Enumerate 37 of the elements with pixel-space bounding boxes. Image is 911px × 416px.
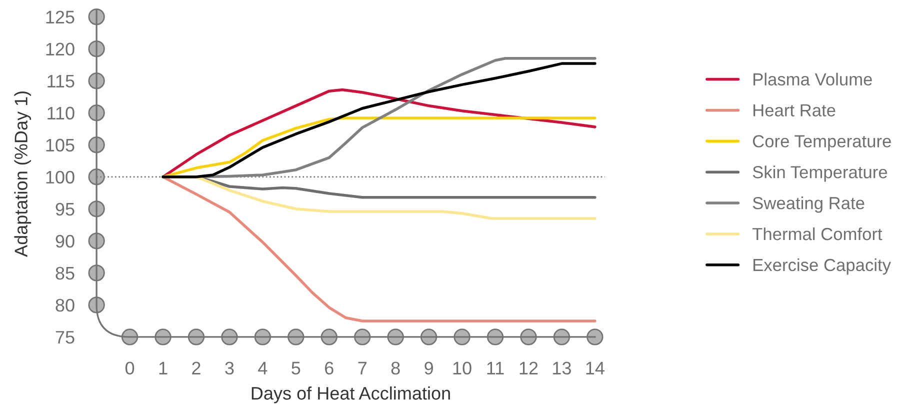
x-axis-title: Days of Heat Acclimation bbox=[252, 386, 450, 404]
y-tick-label: 100 bbox=[46, 170, 74, 184]
y-tick-label: 115 bbox=[48, 74, 74, 88]
x-tick-label: 13 bbox=[553, 362, 571, 375]
y-tick-label: 120 bbox=[46, 42, 74, 56]
legend-label: Heart Rate bbox=[754, 104, 836, 116]
x-tick-label: 12 bbox=[520, 362, 538, 374]
y-tick-label: 85 bbox=[56, 266, 74, 280]
x-tick-label: 1 bbox=[159, 362, 168, 374]
y-tick-label: 105 bbox=[46, 138, 74, 152]
legend-label: Plasma Volume bbox=[754, 72, 872, 86]
x-tick-label: 10 bbox=[453, 362, 472, 375]
y-tick-label: 75 bbox=[56, 331, 74, 344]
x-tick-label: 14 bbox=[586, 362, 604, 374]
y-tick-label: 125 bbox=[46, 10, 74, 24]
legend-label: Skin Temperature bbox=[752, 166, 888, 182]
y-tick-label: 95 bbox=[56, 202, 74, 216]
legend-label: Sweating Rate bbox=[752, 196, 864, 213]
x-tick-label: 6 bbox=[325, 362, 334, 375]
line-series bbox=[162, 88, 596, 178]
x-tick-label: 7 bbox=[358, 362, 366, 374]
y-tick-label: 110 bbox=[48, 106, 74, 120]
legend-label: Core Temperature bbox=[752, 135, 891, 151]
x-tick-label: 2 bbox=[192, 362, 200, 374]
x-tick-label: 3 bbox=[225, 362, 234, 375]
y-tick-label: 80 bbox=[56, 298, 74, 312]
y-tick-label: 90 bbox=[56, 234, 74, 248]
x-tick-label: 4 bbox=[258, 362, 268, 374]
legend-label: Thermal Comfort bbox=[752, 227, 882, 240]
x-tick-label: 8 bbox=[391, 362, 400, 375]
x-tick-label: 9 bbox=[424, 362, 433, 375]
y-axis-title: Adaptation (%Day 1) bbox=[14, 91, 32, 257]
x-tick-label: 5 bbox=[292, 362, 300, 375]
line-series bbox=[162, 116, 596, 178]
x-tick-label: 0 bbox=[125, 362, 134, 375]
legend-label: Exercise Capacity bbox=[754, 258, 891, 275]
x-tick-label: 11 bbox=[487, 362, 504, 374]
